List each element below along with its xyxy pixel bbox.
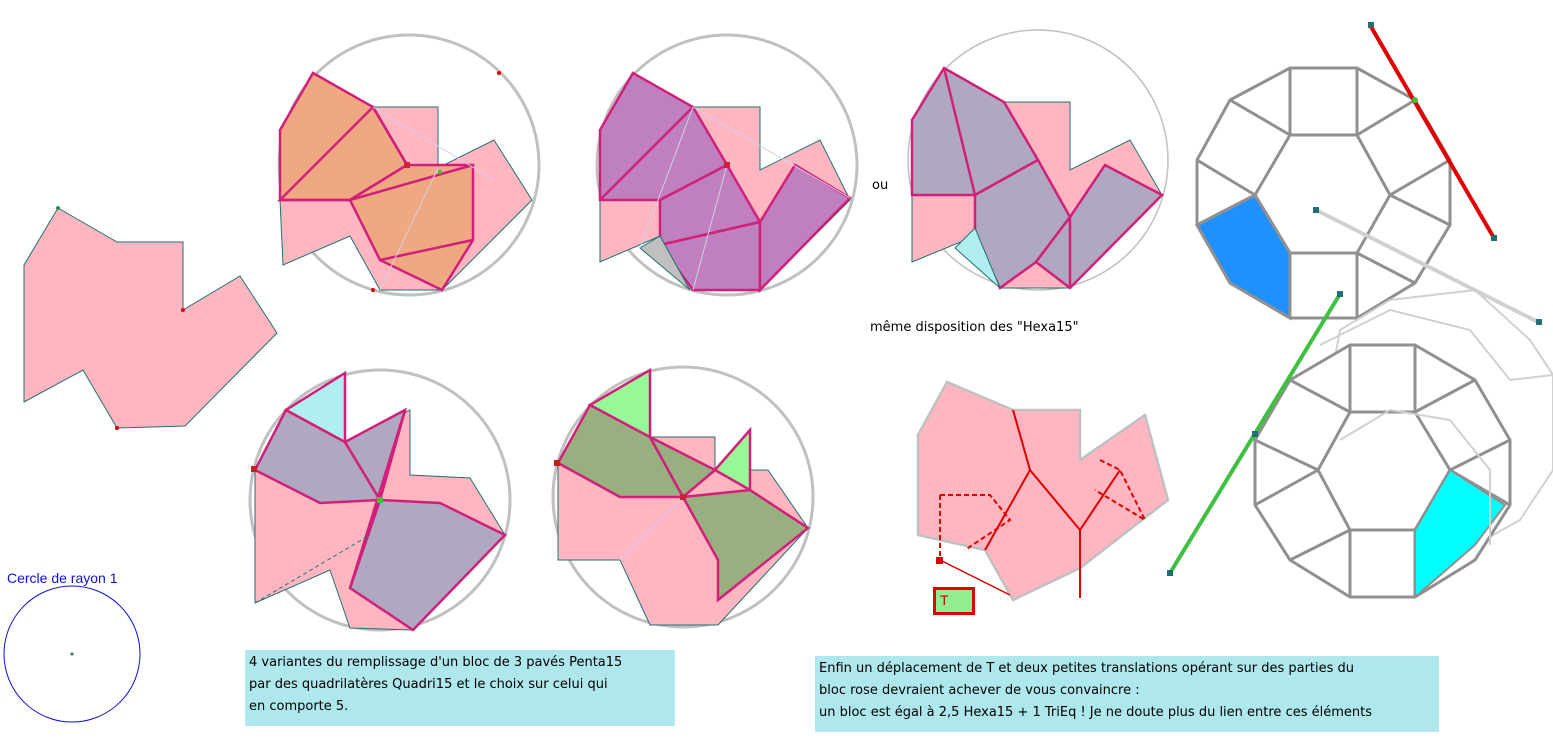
left-note: 4 variantes du remplissage d'un bloc de … <box>245 650 675 726</box>
t-marker-box: T <box>933 587 975 615</box>
right-note-line-1: Enfin un déplacement de T et deux petite… <box>819 661 1355 676</box>
hexa-tiling-bottom <box>1167 288 1553 600</box>
right-note: Enfin un déplacement de T et deux petite… <box>815 656 1439 732</box>
right-note-line-3: un bloc est égal à 2,5 Hexa15 + 1 TriEq … <box>819 705 1372 720</box>
variant-3-figure <box>907 29 1169 291</box>
left-note-line-2: par des quadrilatères Quadri15 et le cho… <box>249 677 608 692</box>
unit-circle-label: Cercle de rayon 1 <box>7 570 118 586</box>
variant-4-figure <box>248 368 512 632</box>
right-note-line-2: bloc rose devraient achever de vous conv… <box>819 683 1140 698</box>
variant-5-figure <box>551 365 815 629</box>
pink-block-figure <box>23 206 278 430</box>
translation-figure <box>916 380 1170 602</box>
ou-label: ou <box>872 178 889 193</box>
unit-circle-figure <box>3 585 141 723</box>
variant-1-figure <box>276 33 541 297</box>
t-marker-label: T <box>940 592 949 608</box>
left-note-line-3: en comporte 5. <box>249 699 349 714</box>
meme-disposition-label: même disposition des "Hexa15" <box>870 320 1079 335</box>
hexa-tiling-top <box>1194 22 1542 325</box>
left-note-line-1: 4 variantes du remplissage d'un bloc de … <box>249 655 623 670</box>
variant-2-figure <box>595 33 859 297</box>
